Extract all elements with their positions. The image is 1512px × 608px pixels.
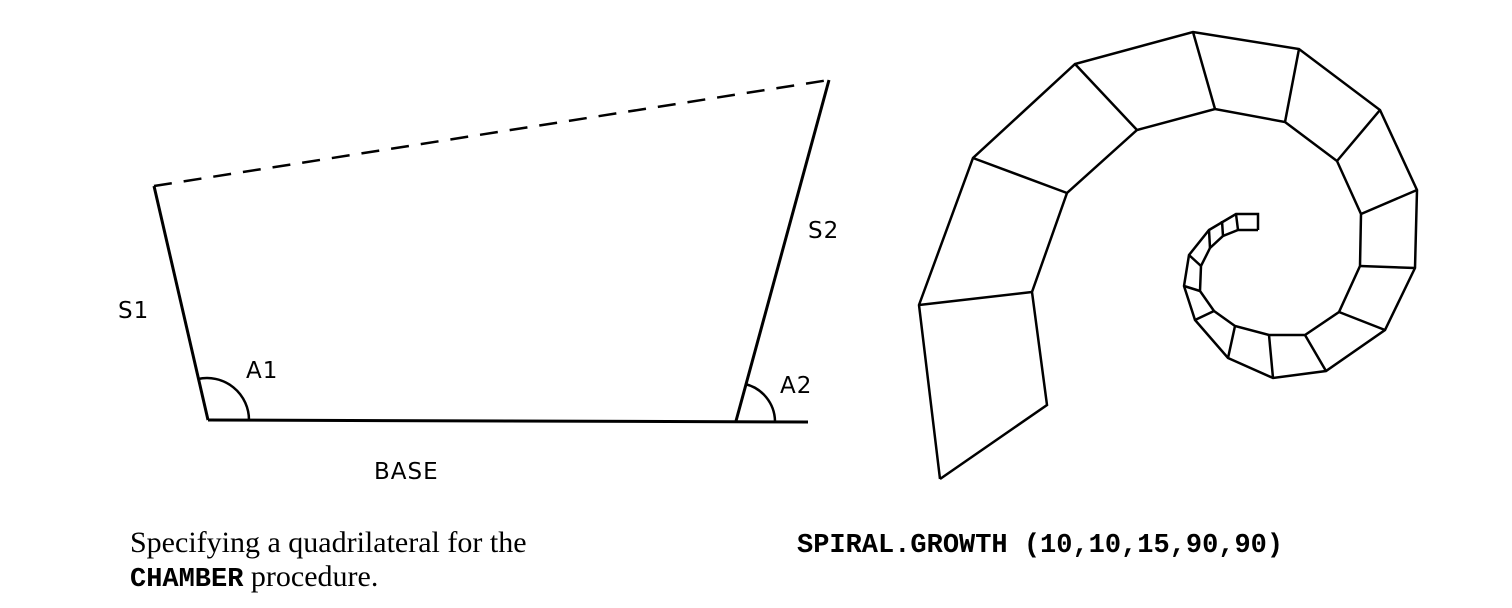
angle-a2-arc [744, 382, 777, 422]
caption-keyword-chamber: CHAMBER [130, 565, 244, 595]
quadrilateral-diagram [152, 78, 831, 424]
spiral-procedure-args: (10,10,15,90,90) [1007, 531, 1284, 561]
dashed-top-side [153, 78, 830, 188]
spiral-chamber-walls [918, 31, 1418, 379]
caption-line-2: procedure. [243, 560, 379, 593]
spiral-inner-edge [939, 107, 1363, 481]
label-a2: A2 [780, 373, 812, 399]
spiral-outer-edge [917, 30, 1419, 480]
label-s1: S1 [118, 298, 149, 324]
spiral-caption: SPIRAL.GROWTH (10,10,15,90,90) [797, 526, 1437, 563]
side-s2 [734, 79, 831, 422]
spiral-procedure-name: SPIRAL.GROWTH [797, 531, 1008, 561]
side-s1 [152, 185, 210, 421]
label-a1: A1 [246, 358, 278, 384]
spiral-growth-diagram [917, 30, 1419, 481]
angle-a1-arc [197, 376, 251, 421]
label-base: BASE [374, 459, 439, 485]
quadrilateral-caption: Specifying a quadrilateral for the CHAMB… [130, 526, 690, 597]
base-line [207, 418, 809, 424]
label-s2: S2 [808, 218, 839, 244]
quadrilateral-labels: S1 S2 A1 A2 BASE [118, 218, 839, 485]
caption-line-1: Specifying a quadrilateral for the [130, 526, 527, 559]
